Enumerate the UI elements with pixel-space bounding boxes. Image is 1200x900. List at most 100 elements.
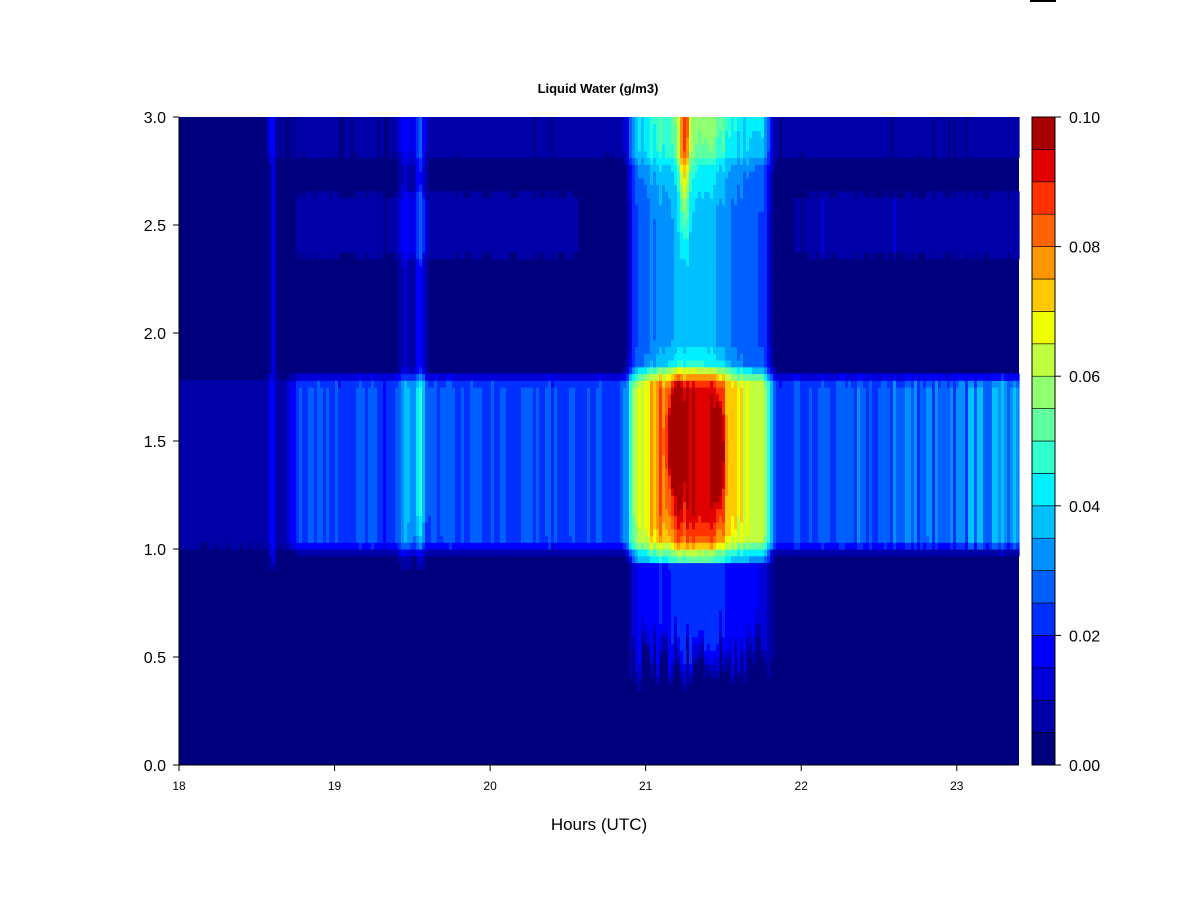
heatmap-cell [245, 461, 249, 469]
heatmap-cell [182, 454, 186, 462]
heatmap-cell [344, 393, 348, 402]
heatmap-cell [221, 481, 225, 489]
heatmap-cell [326, 380, 330, 388]
heatmap-cell [302, 387, 306, 395]
heatmap-cell [446, 535, 450, 543]
heatmap-cell [227, 522, 231, 530]
heatmap-cell [251, 380, 255, 388]
heatmap-cell [344, 501, 348, 510]
heatmap-cell [428, 198, 432, 206]
heatmap-cell [413, 333, 417, 341]
heatmap-cell [380, 400, 384, 408]
heatmap-cell [197, 454, 201, 462]
heatmap-cell [284, 522, 288, 530]
heatmap-cell [308, 137, 312, 145]
heatmap-cell [248, 441, 252, 449]
heatmap-cell [296, 468, 300, 476]
heatmap-cell [254, 522, 258, 530]
heatmap-cell [278, 522, 282, 530]
heatmap-cell [374, 481, 378, 489]
heatmap-cell [470, 123, 474, 132]
heatmap-cell [374, 515, 378, 523]
heatmap-cell [413, 245, 417, 253]
heatmap-cell [419, 535, 423, 543]
heatmap-cell [449, 535, 453, 543]
heatmap-cell [191, 488, 195, 496]
heatmap-cell [317, 468, 321, 476]
heatmap-cell [344, 495, 348, 503]
heatmap-cell [380, 204, 384, 213]
heatmap-cell [359, 400, 363, 408]
heatmap-cell [404, 468, 408, 476]
heatmap-cell [479, 488, 483, 496]
heatmap-cell [326, 198, 330, 206]
heatmap-cell [320, 441, 324, 449]
heatmap-cell [320, 461, 324, 469]
heatmap-cell [335, 380, 339, 388]
heatmap-cell [326, 393, 330, 402]
heatmap-cell [290, 380, 294, 388]
heatmap-cell [446, 225, 450, 233]
heatmap-cell [419, 198, 423, 206]
heatmap-cell [416, 407, 420, 415]
heatmap-cell [347, 211, 351, 219]
heatmap-cell [224, 535, 228, 543]
heatmap-cell [365, 441, 369, 449]
heatmap-cell [272, 360, 276, 368]
heatmap-cell [398, 312, 402, 321]
heatmap-cell [356, 454, 360, 462]
heatmap-cell [338, 238, 342, 246]
heatmap-cell [347, 150, 351, 159]
heatmap-cell [437, 218, 441, 226]
heatmap-cell [476, 204, 480, 213]
heatmap-cell [314, 441, 318, 449]
heatmap-cell [326, 117, 330, 125]
heatmap-cell [413, 292, 417, 300]
heatmap-cell [275, 144, 279, 152]
heatmap-cell [410, 522, 414, 530]
heatmap-cell [404, 400, 408, 408]
heatmap-cell [329, 137, 333, 145]
heatmap-cell [302, 542, 306, 550]
heatmap-cell [401, 339, 405, 348]
heatmap-cell [476, 387, 480, 395]
heatmap-cell [209, 474, 213, 483]
heatmap-cell [425, 123, 429, 132]
heatmap-cell [407, 198, 411, 206]
heatmap-cell [404, 123, 408, 132]
heatmap-cell [227, 454, 231, 462]
heatmap-cell [308, 528, 312, 537]
heatmap-cell [284, 380, 288, 388]
heatmap-cell [254, 387, 258, 395]
heatmap-cell [455, 515, 459, 523]
heatmap-cell [374, 400, 378, 408]
heatmap-cell [281, 508, 285, 516]
heatmap-cell [431, 508, 435, 516]
heatmap-cell [233, 481, 237, 489]
heatmap-cell [410, 204, 414, 213]
heatmap-cell [218, 528, 222, 537]
heatmap-cell [368, 204, 372, 213]
heatmap-cell [269, 312, 273, 321]
heatmap-cell [269, 177, 273, 186]
heatmap-cell [347, 528, 351, 537]
heatmap-cell [470, 508, 474, 516]
heatmap-cell [341, 447, 345, 456]
heatmap-cell [380, 123, 384, 132]
heatmap-cell [389, 414, 393, 422]
heatmap-cell [476, 150, 480, 159]
heatmap-cell [293, 522, 297, 530]
heatmap-cell [245, 508, 249, 516]
heatmap-cell [329, 117, 333, 125]
heatmap-cell [284, 528, 288, 537]
heatmap-cell [407, 393, 411, 402]
heatmap-cell [308, 508, 312, 516]
heatmap-cell [293, 373, 297, 381]
heatmap-cell [437, 400, 441, 408]
heatmap-cell [476, 373, 480, 381]
heatmap-cell [419, 144, 423, 152]
heatmap-cell [398, 326, 402, 334]
heatmap-cell [275, 407, 279, 415]
heatmap-cell [275, 393, 279, 402]
heatmap-cell [434, 434, 438, 442]
